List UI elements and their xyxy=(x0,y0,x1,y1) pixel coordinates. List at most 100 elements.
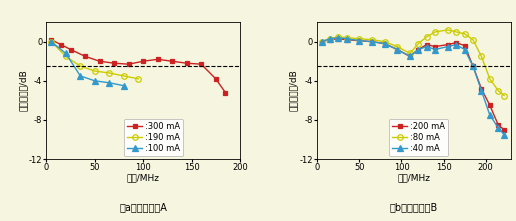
:200 mA xyxy=(369,40,375,43)
Line: :100 mA: :100 mA xyxy=(49,39,126,88)
:200 mA xyxy=(461,44,467,47)
Y-axis label: 小信号功率/dB: 小信号功率/dB xyxy=(289,70,298,111)
:40 mA xyxy=(318,40,325,43)
:80 mA xyxy=(344,36,350,39)
:300 mA xyxy=(184,62,190,65)
:40 mA xyxy=(381,42,388,45)
:200 mA xyxy=(394,48,400,51)
:200 mA xyxy=(335,37,342,40)
:40 mA xyxy=(335,36,342,39)
:300 mA xyxy=(213,78,219,80)
:80 mA xyxy=(407,52,413,55)
:190 mA xyxy=(77,65,84,67)
:40 mA xyxy=(369,40,375,43)
:300 mA xyxy=(96,60,103,63)
:200 mA xyxy=(478,87,485,90)
:40 mA xyxy=(487,114,493,116)
:300 mA xyxy=(125,63,132,65)
:40 mA xyxy=(344,37,350,40)
:80 mA xyxy=(495,89,502,92)
:300 mA xyxy=(48,38,54,41)
:80 mA xyxy=(318,40,325,43)
Legend: :300 mA, :190 mA, :100 mA: :300 mA, :190 mA, :100 mA xyxy=(124,118,183,156)
:40 mA xyxy=(495,126,502,129)
:40 mA xyxy=(327,37,333,40)
:200 mA xyxy=(470,65,476,67)
:200 mA xyxy=(381,42,388,45)
:100 mA xyxy=(92,80,98,82)
:80 mA xyxy=(415,42,422,45)
:200 mA xyxy=(453,41,459,44)
:80 mA xyxy=(394,45,400,48)
:40 mA xyxy=(445,45,451,48)
:200 mA xyxy=(487,104,493,107)
:40 mA xyxy=(478,89,485,92)
:190 mA xyxy=(92,70,98,72)
Legend: :200 mA, :80 mA, :40 mA: :200 mA, :80 mA, :40 mA xyxy=(389,118,448,156)
:80 mA xyxy=(381,40,388,43)
:40 mA xyxy=(424,45,430,48)
:80 mA xyxy=(445,29,451,31)
:80 mA xyxy=(470,38,476,41)
:300 mA xyxy=(140,60,147,63)
:100 mA xyxy=(106,82,112,84)
:190 mA xyxy=(121,75,127,77)
:80 mA xyxy=(453,30,459,33)
:190 mA xyxy=(48,40,54,43)
:300 mA xyxy=(155,58,161,61)
:40 mA xyxy=(461,48,467,51)
:40 mA xyxy=(470,65,476,67)
Line: :40 mA: :40 mA xyxy=(319,35,507,137)
:80 mA xyxy=(335,35,342,38)
:300 mA xyxy=(222,91,229,94)
:100 mA xyxy=(62,52,69,55)
:300 mA xyxy=(169,60,175,63)
:190 mA xyxy=(135,78,141,80)
:100 mA xyxy=(77,75,84,77)
:190 mA xyxy=(106,72,112,74)
:80 mA xyxy=(357,37,363,40)
:80 mA xyxy=(461,32,467,35)
:300 mA xyxy=(111,62,117,65)
:40 mA xyxy=(407,55,413,58)
:80 mA xyxy=(424,35,430,38)
Text: （a）器件样品A: （a）器件样品A xyxy=(119,202,167,212)
:200 mA xyxy=(318,40,325,43)
Line: :80 mA: :80 mA xyxy=(319,27,507,98)
X-axis label: 频率/MHz: 频率/MHz xyxy=(127,174,159,183)
:80 mA xyxy=(369,38,375,41)
:40 mA xyxy=(453,43,459,46)
Line: :200 mA: :200 mA xyxy=(319,36,507,132)
Text: （b）器件样品B: （b）器件样品B xyxy=(390,202,438,212)
:80 mA xyxy=(432,30,438,33)
Line: :190 mA: :190 mA xyxy=(49,39,141,82)
:200 mA xyxy=(445,43,451,46)
:200 mA xyxy=(432,45,438,48)
:40 mA xyxy=(432,48,438,51)
:80 mA xyxy=(478,55,485,58)
:100 mA xyxy=(48,40,54,43)
:40 mA xyxy=(394,48,400,51)
:300 mA xyxy=(82,55,88,58)
:200 mA xyxy=(424,43,430,46)
:40 mA xyxy=(357,39,363,42)
:80 mA xyxy=(487,78,493,80)
:200 mA xyxy=(501,128,507,131)
:300 mA xyxy=(68,48,74,51)
:40 mA xyxy=(415,48,422,51)
:40 mA xyxy=(501,133,507,136)
:200 mA xyxy=(357,39,363,42)
Y-axis label: 小信号功率/dB: 小信号功率/dB xyxy=(19,70,27,111)
:100 mA xyxy=(121,84,127,87)
:190 mA xyxy=(62,55,69,58)
:300 mA xyxy=(58,43,64,46)
:300 mA xyxy=(198,63,204,65)
:200 mA xyxy=(327,38,333,41)
:200 mA xyxy=(495,124,502,126)
:200 mA xyxy=(344,38,350,41)
:80 mA xyxy=(501,94,507,97)
:200 mA xyxy=(415,48,422,51)
X-axis label: 频率/MHz: 频率/MHz xyxy=(398,174,430,183)
:200 mA xyxy=(407,55,413,58)
:80 mA xyxy=(327,37,333,40)
